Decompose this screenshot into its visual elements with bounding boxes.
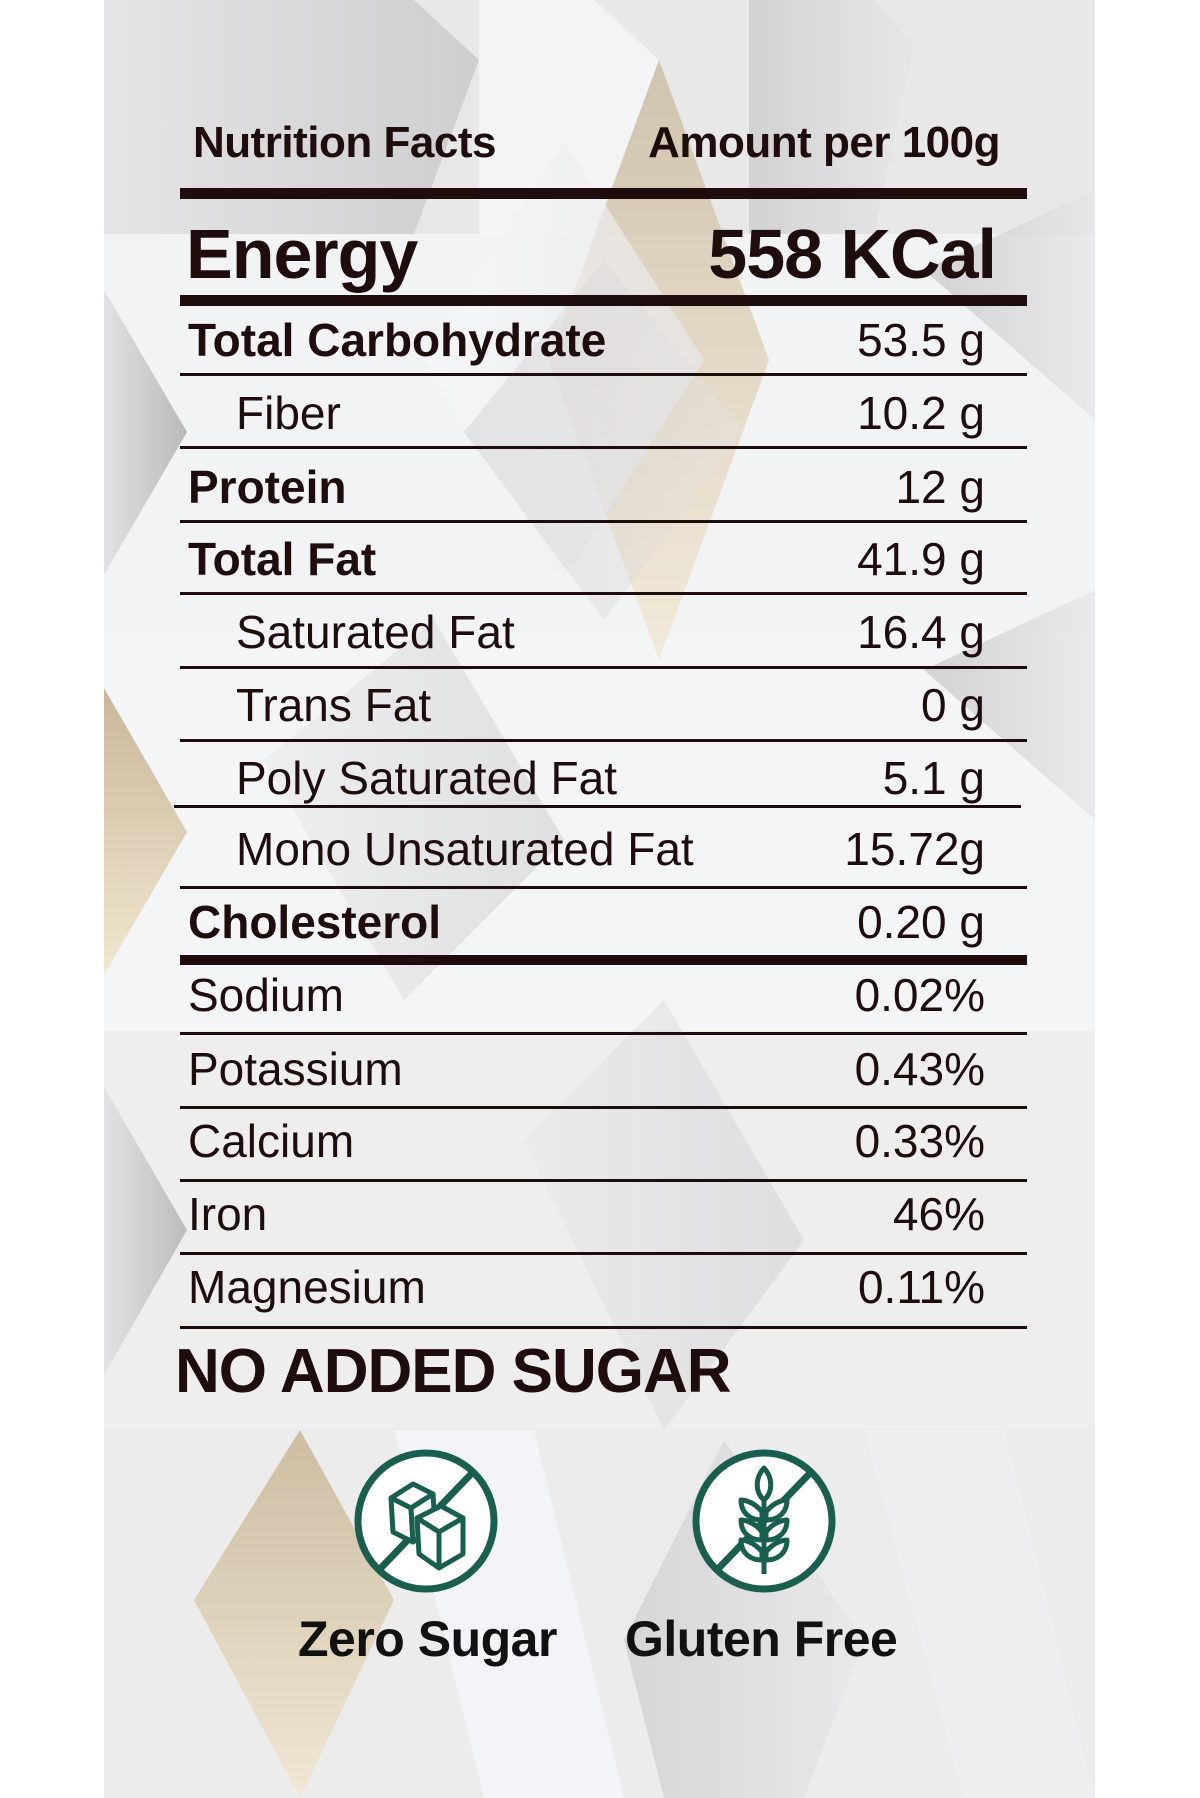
diamond-pattern	[104, 0, 1095, 1798]
nutrient-row-cholesterol: Cholesterol 0.20 g	[180, 885, 1027, 955]
row-divider	[180, 592, 1027, 595]
row-divider	[180, 520, 1027, 523]
nutrient-row-fiber: Fiber 10.2 g	[180, 376, 1027, 446]
nutrient-row-poly-saturated-fat: Poly Saturated Fat 5.1 g	[180, 741, 1027, 811]
serving-size-label: Amount per 100g	[648, 118, 1000, 167]
nutrient-label: Protein	[188, 461, 347, 513]
nutrient-value: 41.9 g	[857, 533, 985, 585]
nutrient-value: 10.2 g	[857, 387, 985, 439]
mineral-label: Calcium	[188, 1115, 355, 1167]
mineral-value: 46%	[892, 1188, 985, 1240]
row-divider	[180, 1326, 1027, 1329]
row-divider	[180, 739, 1027, 742]
mineral-label: Potassium	[188, 1043, 403, 1095]
zero-sugar-label: Zero Sugar	[298, 1611, 557, 1667]
mineral-row-magnesium: Magnesium 0.11%	[180, 1250, 1027, 1320]
energy-divider	[180, 295, 1027, 306]
nutrient-label: Fiber	[236, 387, 341, 439]
row-divider	[180, 373, 1027, 376]
mineral-value: 0.11%	[857, 1261, 985, 1313]
energy-value: 558 KCal	[708, 215, 997, 293]
mineral-value: 0.33%	[854, 1115, 985, 1167]
header-divider	[180, 188, 1027, 199]
mineral-row-iron: Iron 46%	[180, 1177, 1027, 1247]
nutrient-row-protein: Protein 12 g	[180, 450, 1027, 520]
row-divider	[180, 1106, 1027, 1109]
mineral-label: Sodium	[188, 969, 344, 1021]
nutrient-label: Saturated Fat	[236, 606, 515, 658]
row-divider	[180, 886, 1027, 889]
nutrient-row-mono-unsaturated-fat: Mono Unsaturated Fat 15.72g	[180, 812, 1027, 882]
no-wheat-icon	[692, 1449, 836, 1593]
row-divider	[180, 1032, 1027, 1035]
nutrient-label: Cholesterol	[188, 896, 442, 948]
nutrition-facts-title: Nutrition Facts	[193, 118, 496, 167]
nutrient-value: 53.5 g	[857, 314, 985, 366]
row-divider	[180, 1252, 1027, 1255]
background-panel	[104, 0, 1095, 1798]
nutrient-value: 15.72g	[844, 823, 985, 875]
row-divider	[180, 446, 1027, 449]
nutrient-value: 12 g	[895, 461, 985, 513]
energy-label: Energy	[186, 215, 418, 293]
nutrient-value: 0.20 g	[857, 896, 985, 948]
row-divider	[180, 1179, 1027, 1182]
section-divider	[180, 955, 1027, 965]
row-divider	[180, 666, 1027, 669]
mineral-value: 0.43%	[854, 1043, 985, 1095]
nutrient-row-trans-fat: Trans Fat 0 g	[180, 668, 1027, 738]
nutrient-label: Poly Saturated Fat	[236, 752, 617, 804]
no-sugar-cubes-icon	[354, 1449, 498, 1593]
nutrient-label: Trans Fat	[236, 679, 432, 731]
nutrient-value: 16.4 g	[857, 606, 985, 658]
nutrient-value: 5.1 g	[882, 752, 985, 804]
gluten-free-label: Gluten Free	[625, 1611, 898, 1667]
no-added-sugar-claim: NO ADDED SUGAR	[175, 1337, 732, 1406]
nutrient-label: Total Fat	[188, 533, 377, 585]
mineral-label: Magnesium	[188, 1261, 426, 1313]
mineral-row-sodium: Sodium 0.02%	[180, 958, 1027, 1028]
mineral-label: Iron	[188, 1188, 268, 1240]
mineral-row-calcium: Calcium 0.33%	[180, 1104, 1027, 1174]
mineral-row-potassium: Potassium 0.43%	[180, 1032, 1027, 1102]
nutrient-row-total-carbohydrate: Total Carbohydrate 53.5 g	[180, 303, 1027, 373]
nutrient-label: Mono Unsaturated Fat	[236, 823, 694, 875]
nutrient-label: Total Carbohydrate	[188, 314, 607, 366]
nutrient-row-saturated-fat: Saturated Fat 16.4 g	[180, 595, 1027, 665]
nutrient-value: 0 g	[921, 679, 985, 731]
row-divider	[174, 805, 1021, 808]
mineral-value: 0.02%	[854, 969, 985, 1021]
nutrient-row-total-fat: Total Fat 41.9 g	[180, 522, 1027, 592]
